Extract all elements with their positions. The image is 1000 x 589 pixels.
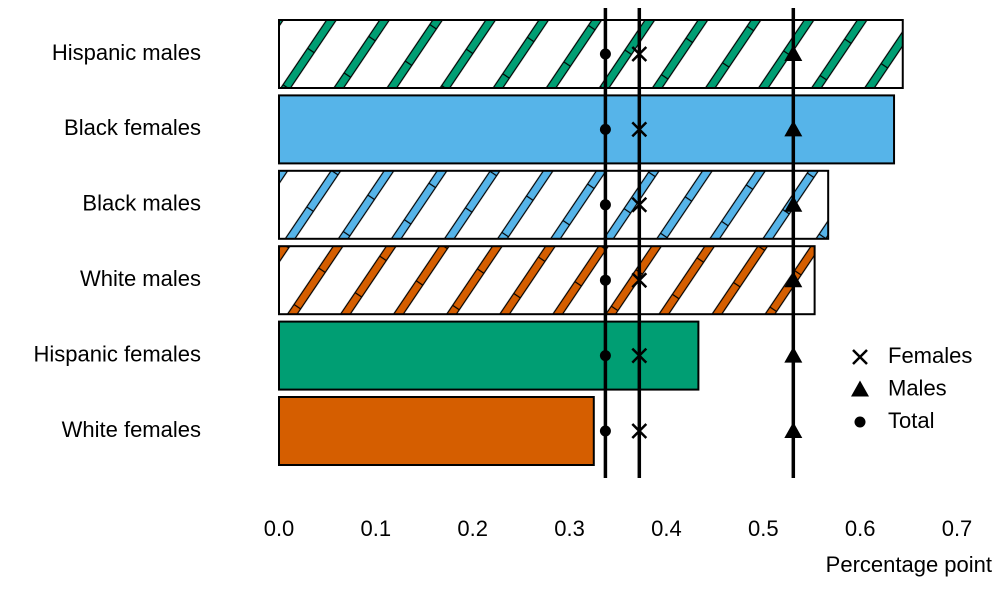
legend-marker	[851, 380, 869, 397]
reference-marker	[631, 272, 648, 289]
reference-marker	[784, 422, 803, 438]
reference-marker	[784, 346, 803, 363]
x-tick-label: 0.3	[554, 516, 585, 541]
x-tick-label: 0.0	[264, 516, 295, 541]
bar	[278, 396, 595, 466]
reference-marker	[784, 45, 803, 61]
bar	[278, 94, 896, 165]
x-tick-label: 0.6	[845, 516, 876, 541]
reference-marker	[631, 347, 648, 364]
reference-marker	[784, 195, 803, 212]
x-axis-label: Percentage point	[826, 552, 992, 577]
bar	[278, 245, 816, 316]
y-tick-label: Black females	[64, 115, 201, 140]
bar	[278, 320, 700, 391]
x-tick-label: 0.1	[361, 516, 392, 541]
reference-marker	[599, 199, 611, 211]
legend-label: Total	[888, 408, 934, 433]
bar	[278, 19, 904, 89]
bar	[278, 169, 830, 240]
reference-marker	[599, 123, 611, 135]
y-tick-label: Hispanic males	[52, 40, 201, 65]
legend-marker	[854, 416, 866, 428]
reference-marker	[599, 350, 611, 362]
legend-label: Females	[888, 343, 972, 368]
x-tick-label: 0.2	[457, 516, 488, 541]
y-tick-label: Hispanic females	[33, 341, 201, 366]
legend-label: Males	[888, 375, 947, 400]
reference-marker	[599, 425, 611, 437]
y-tick-label: White females	[62, 417, 201, 442]
x-tick-label: 0.4	[651, 516, 682, 541]
reference-marker	[631, 423, 648, 439]
x-tick-label: 0.5	[748, 516, 779, 541]
legend-marker	[852, 349, 868, 365]
reference-marker	[631, 121, 648, 138]
reference-marker	[784, 120, 803, 137]
x-tick-label: 0.7	[942, 516, 973, 541]
reference-marker	[631, 196, 648, 213]
reference-marker	[784, 271, 803, 288]
reference-marker	[599, 274, 611, 286]
reference-marker	[631, 46, 648, 62]
reference-marker	[599, 48, 611, 60]
y-tick-label: White males	[80, 266, 201, 291]
y-tick-label: Black males	[82, 191, 201, 216]
